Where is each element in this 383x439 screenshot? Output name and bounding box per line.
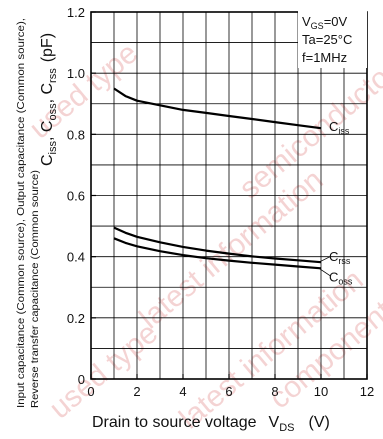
series-label-crss: Crss bbox=[329, 249, 351, 266]
x-tick-label: 2 bbox=[133, 384, 140, 399]
y-tick-label: 0.8 bbox=[67, 127, 85, 142]
grid-lines bbox=[91, 12, 367, 379]
conditions-box bbox=[298, 8, 367, 68]
x-tick-label: 6 bbox=[225, 384, 232, 399]
y-tick-label: 1.2 bbox=[67, 5, 85, 20]
y-tick-labels: 0 0.2 0.4 0.6 0.8 1.0 1.2 bbox=[67, 5, 96, 387]
series-labels: Ciss Crss Coss bbox=[318, 119, 353, 286]
condition-vgs: VGS=0V bbox=[302, 14, 348, 31]
y-tick-label: 1.0 bbox=[67, 66, 85, 81]
y-axis-label-line2: Reverse transfer capacitance (Common sou… bbox=[30, 170, 41, 408]
condition-ta: Ta=25°C bbox=[302, 32, 352, 47]
x-tick-label: 10 bbox=[314, 384, 328, 399]
series-line-coss bbox=[113, 237, 322, 270]
x-tick-label: 4 bbox=[179, 384, 186, 399]
y-axis-label: Input capacitance (Common source), Outpu… bbox=[16, 18, 41, 408]
series-label-ciss: Ciss bbox=[329, 119, 350, 136]
y-axis-symbols: Ciss, Coss, Crss(pF) bbox=[39, 33, 59, 166]
x-tick-label: 12 bbox=[360, 384, 374, 399]
condition-f: f=1MHz bbox=[302, 50, 347, 65]
series-label-coss: Coss bbox=[329, 269, 353, 286]
x-tick-label: 0 bbox=[87, 384, 94, 399]
series-line-ciss bbox=[113, 87, 322, 130]
series-line-crss bbox=[113, 226, 322, 264]
x-tick-label: 8 bbox=[271, 384, 278, 399]
svg-text:Ciss, Coss, Crss(pF): Ciss, Coss, Crss(pF) bbox=[39, 33, 59, 166]
y-axis-label-line1: Input capacitance (Common source), Outpu… bbox=[16, 18, 27, 408]
y-tick-label: 0.2 bbox=[67, 311, 85, 326]
series-lines bbox=[113, 87, 322, 270]
x-axis-label: Drain to source voltage VDS (V) bbox=[92, 414, 330, 434]
series-leader-line bbox=[318, 255, 332, 263]
watermark-text: used type bbox=[43, 316, 164, 425]
series-leader-line bbox=[318, 267, 332, 277]
y-tick-label: 0.4 bbox=[67, 250, 85, 265]
y-tick-label: 0 bbox=[78, 372, 85, 387]
x-tick-labels: 0 2 4 6 8 10 12 bbox=[87, 374, 374, 399]
y-tick-label: 0.6 bbox=[67, 189, 85, 204]
